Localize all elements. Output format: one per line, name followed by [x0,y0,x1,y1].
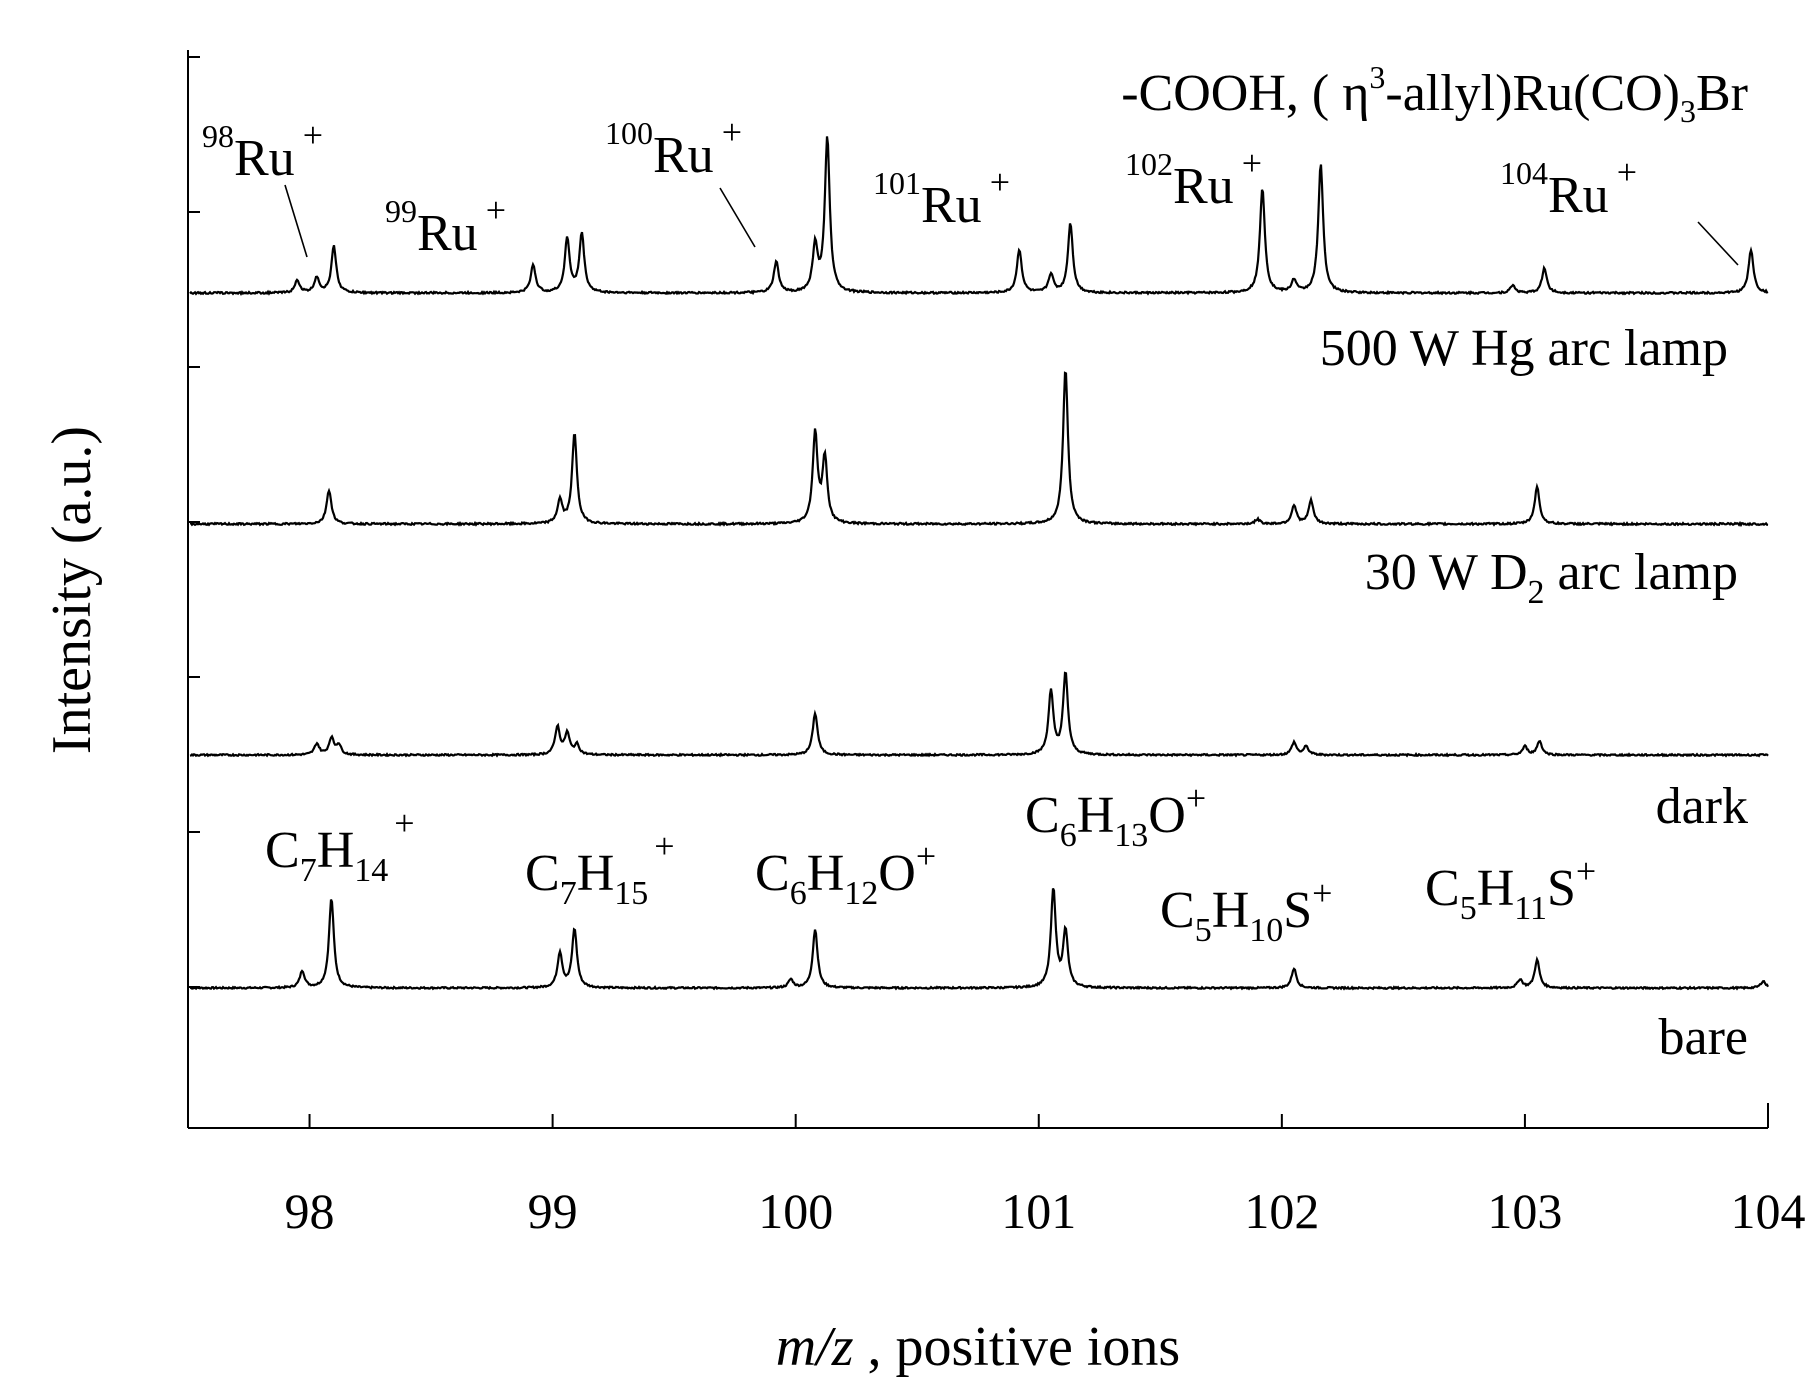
label-ru-99: 99Ru + [385,190,506,262]
x-tick-label-98: 98 [285,1183,335,1239]
label-ru-102: 102Ru + [1125,143,1262,215]
label-c6h12o: C6H12O+ [755,836,936,912]
label-c7h15: C7H15+ [525,826,675,912]
trace-500-w-hg-arc-lamp [189,136,1769,296]
fragment-labels: C7H14+ C7H15+ C6H12O+ C6H13O+ C5H10S+ C5… [265,778,1596,949]
trace-dark [189,671,1769,758]
x-tick-label-99: 99 [528,1183,578,1239]
trace-label-dark: dark [1656,778,1748,835]
leader-ru-100 [719,187,756,248]
label-ru-104: 104Ru + [1500,152,1637,224]
y-axis-label: Intensity (a.u.) [41,426,103,754]
label-ru-98: 98Ru + [202,115,323,187]
label-c6h13o: C6H13O+ [1025,778,1206,854]
trace-label-d2-lamp: 30 W D2 arc lamp [1365,544,1738,611]
trace-label-hg-lamp: 500 W Hg arc lamp [1320,320,1728,377]
spectrum-traces [189,136,1769,991]
label-c5h11s: C5H11S+ [1425,851,1596,927]
trace-label-bare: bare [1659,1009,1748,1066]
leader-ru-104 [1697,221,1739,266]
ru-leader-lines [284,184,1739,266]
label-c5h10s: C5H10S+ [1160,873,1332,949]
leader-ru-98 [284,184,308,258]
x-ticks: 98 99 100 101 102 103 104 [285,1114,1806,1239]
x-tick-label-101: 101 [1001,1183,1076,1239]
label-ru-100: 100Ru + [605,112,742,184]
trace-bare [189,887,1769,991]
x-tick-label-103: 103 [1487,1183,1562,1239]
trace-30-w-d2-arc-lamp [189,371,1769,528]
x-tick-label-104: 104 [1731,1183,1806,1239]
label-c7h14: C7H14+ [265,803,415,889]
axes-frame [187,50,1769,1129]
ru-isotope-labels: 98Ru + 99Ru + 100Ru + 101Ru + 102Ru + 104Ru + [202,112,1637,262]
y-ticks [188,56,200,988]
x-tick-label-102: 102 [1244,1183,1319,1239]
x-axis-label: m/z , positive ions [776,1316,1180,1378]
trace-label-sample: -COOH, ( η3-allyl)Ru(CO)3Br [1121,59,1748,129]
label-ru-101: 101Ru + [873,162,1010,234]
x-axis-label-italic: m/z [776,1316,854,1378]
x-tick-label-100: 100 [758,1183,833,1239]
x-axis-label-rest: , positive ions [854,1316,1181,1378]
